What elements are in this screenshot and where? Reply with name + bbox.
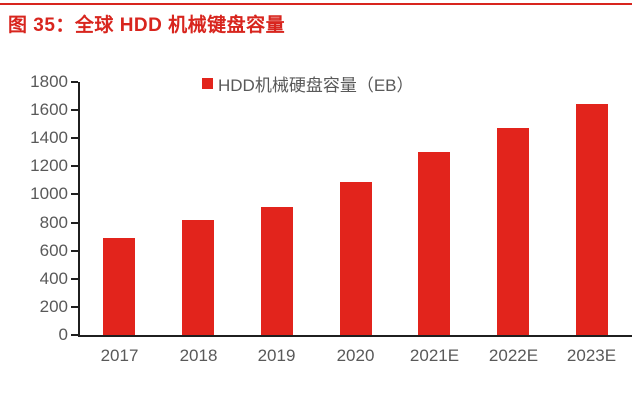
legend-marker-icon: [202, 77, 213, 89]
x-axis-label-2020: 2020: [336, 346, 375, 365]
y-axis-tick: [71, 221, 78, 224]
x-axis-label-2023E: 2023E: [566, 346, 617, 365]
y-axis-tick: [71, 109, 78, 112]
bar-2018: [182, 220, 214, 335]
y-axis-label: 1200: [30, 156, 68, 176]
y-axis-label: 1600: [30, 100, 68, 120]
bar-2020: [340, 182, 372, 335]
x-axis-label-2019: 2019: [257, 346, 296, 365]
bar-2021E: [418, 152, 450, 335]
x-axis-label-2017: 2017: [100, 346, 139, 365]
legend-label: HDD机械硬盘容量（EB）: [218, 75, 414, 95]
y-axis-label: 1400: [30, 128, 68, 148]
bar-2019: [261, 207, 293, 335]
x-axis-label-2021E: 2021E: [409, 346, 460, 365]
y-axis-tick: [71, 81, 78, 83]
x-axis-label-2022E: 2022E: [488, 346, 539, 365]
y-axis-label: 1800: [30, 72, 68, 91]
y-axis-label: 800: [39, 212, 68, 232]
y-axis-label: 0: [58, 325, 68, 344]
y-axis-label: 1000: [30, 184, 68, 204]
plot-area: [78, 82, 632, 337]
y-axis-label: 200: [39, 296, 68, 316]
top-rule: [0, 3, 632, 5]
y-axis-label: 600: [39, 240, 68, 260]
bar-2022E: [497, 128, 529, 335]
y-axis-label: 400: [39, 268, 68, 288]
y-axis-tick: [71, 165, 78, 168]
figure-title: 图 35：全球 HDD 机械键盘容量: [8, 15, 286, 36]
bar-2017: [103, 238, 135, 335]
y-axis-tick: [71, 277, 78, 280]
bar-2023E: [576, 104, 608, 335]
chart-legend: HDD机械硬盘容量（EB）: [202, 73, 414, 95]
y-axis-tick: [71, 334, 78, 336]
y-axis-tick: [71, 249, 78, 252]
y-axis-tick: [71, 193, 78, 196]
y-axis-tick: [71, 137, 78, 140]
y-axis-tick: [71, 305, 78, 308]
x-axis-label-2018: 2018: [179, 346, 218, 365]
